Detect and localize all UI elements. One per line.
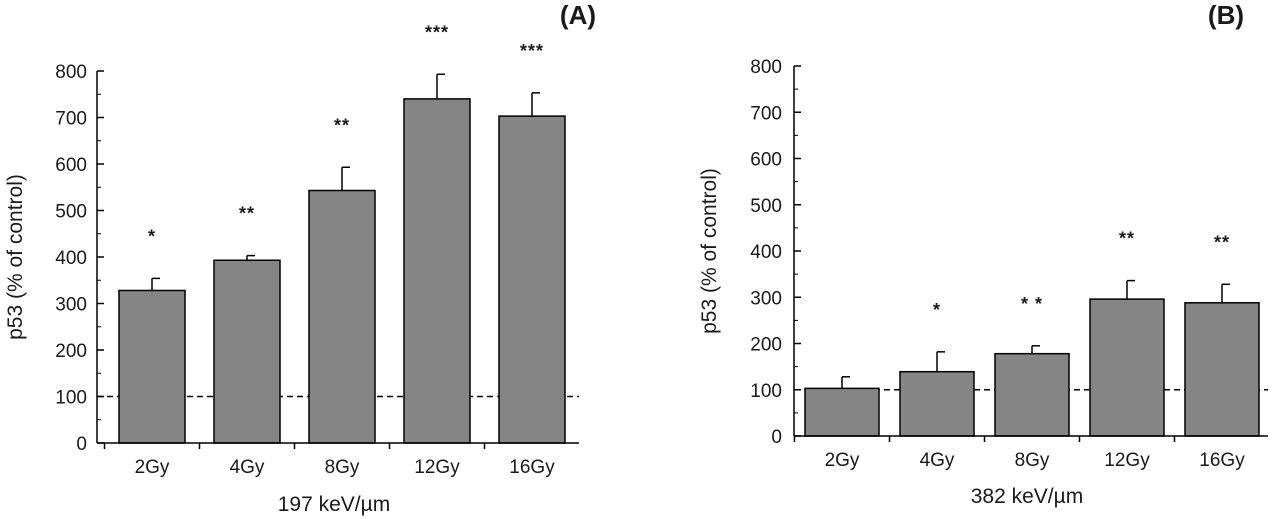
chart2-x-tick-label-12Gy: 12Gy [1104, 450, 1150, 471]
chart2-bar-8Gy [994, 352, 1070, 437]
chart1-x-tick-label-8Gy: 8Gy [325, 457, 360, 478]
chart2-y-tick-label-800: 800 [750, 57, 782, 78]
chart1-y-tick-label-0: 0 [76, 434, 87, 455]
chart1-x-tick-label-4Gy: 4Gy [230, 457, 265, 478]
chart1-y-tick-label-600: 600 [55, 155, 87, 176]
chart2-y-tick-label-400: 400 [750, 242, 782, 263]
chart1-x-axis-title: 197 keV/µm [278, 493, 391, 516]
chart1-y-tick-label-500: 500 [55, 202, 87, 223]
chart1-y-tick-label-300: 300 [55, 295, 87, 316]
chart1-bar-8Gy [308, 189, 376, 444]
chart2-y-tick-label-600: 600 [750, 150, 782, 171]
chart1-significance-12Gy: *** [425, 22, 449, 42]
chart2-x-tick-label-16Gy: 16Gy [1199, 450, 1245, 471]
chart1-significance-16Gy: *** [520, 41, 544, 61]
chart1-y-axis-title: p53 (% of control) [4, 174, 27, 340]
chart1-bar-12Gy [403, 98, 471, 444]
chart2-bar-12Gy [1089, 298, 1165, 437]
chart2-y-tick-label-700: 700 [750, 103, 782, 124]
chart2-x-axis-title: 382 keV/µm [971, 485, 1084, 508]
chart1-panel-label: (A) [560, 0, 596, 30]
chart1-y-tick-label-700: 700 [55, 109, 87, 130]
chart1-x-tick-label-2Gy: 2Gy [135, 457, 170, 478]
chart2-bar-2Gy [804, 387, 880, 437]
chart1-bar-16Gy [498, 115, 566, 444]
chart2-y-tick-label-0: 0 [771, 427, 782, 448]
chart1-y-tick-label-400: 400 [55, 248, 87, 269]
chart2-y-tick-label-500: 500 [750, 196, 782, 217]
chart2-panel-label: (B) [1208, 0, 1244, 30]
chart2-bar-4Gy [899, 370, 975, 437]
chart1-significance-8Gy: ** [334, 115, 350, 135]
chart2-x-tick-label-4Gy: 4Gy [920, 450, 955, 471]
chart1-bar-2Gy [118, 289, 186, 444]
chart2-bar-16Gy [1184, 302, 1260, 437]
chart1-x-tick-label-12Gy: 12Gy [414, 457, 460, 478]
chart2-y-tick-label-200: 200 [750, 335, 782, 356]
chart1-x-tick-label-16Gy: 16Gy [509, 457, 555, 478]
chart2-significance-8Gy: * * [1021, 294, 1043, 314]
chart2-significance-12Gy: ** [1119, 229, 1135, 249]
chart1-y-tick-label-100: 100 [55, 388, 87, 409]
chart2-x-tick-label-2Gy: 2Gy [825, 450, 860, 471]
chart1-bar-4Gy [213, 259, 281, 444]
chart1-y-tick-label-200: 200 [55, 341, 87, 362]
chart2-x-tick-label-8Gy: 8Gy [1015, 450, 1050, 471]
chart2-y-tick-label-100: 100 [750, 381, 782, 402]
chart1-significance-2Gy: * [148, 226, 156, 246]
chart1-y-tick-label-800: 800 [55, 62, 87, 83]
chart2-y-tick-label-300: 300 [750, 288, 782, 309]
chart2-y-axis-title: p53 (% of control) [698, 168, 721, 334]
chart1-significance-4Gy: ** [239, 204, 255, 224]
chart2-significance-16Gy: ** [1214, 232, 1230, 252]
chart2-significance-4Gy: * [933, 300, 941, 320]
